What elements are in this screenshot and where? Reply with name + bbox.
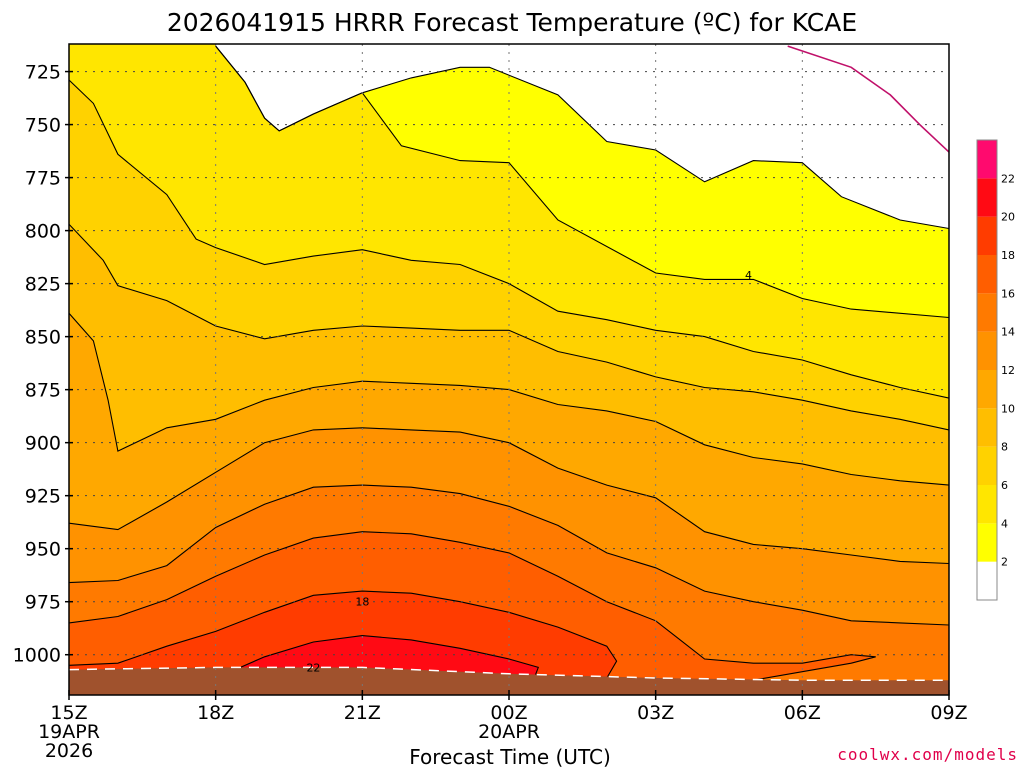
x-tick-label-9-1: 20APR [478,721,540,743]
colorbar-label-18: 18 [1001,249,1015,262]
y-tick-label-800: 800 [25,221,61,243]
colorbar-label-16: 16 [1001,287,1015,300]
colorbar-segment-5 [977,370,997,409]
colorbar-label-20: 20 [1001,211,1015,224]
colorbar-segment-11 [977,140,997,179]
y-axis: 725 750 775 800 825 850 875 900 925 950 975 1000 [13,62,73,667]
colorbar-label-2: 2 [1001,556,1008,569]
x-tick-label-3-0: 18Z [197,702,234,724]
credit-text: coolwx.com/models [837,745,1018,764]
x-tick-label-15-0: 06Z [784,702,821,724]
x-tick-label-6-0: 21Z [344,702,381,724]
colorbar-label-8: 8 [1001,441,1008,454]
x-tick-label-12-0: 03Z [637,702,674,724]
colorbar-segment-2 [977,485,997,524]
isotherm-18 [69,590,618,685]
colorbar-segment-8 [977,255,997,294]
colorbar-segment-6 [977,331,997,370]
y-tick-label-875: 875 [25,380,61,402]
x-tick-label-9-0: 00Z [490,702,527,724]
y-tick-label-825: 825 [25,274,61,296]
y-tick-label-925: 925 [25,486,61,508]
colorbar-segment-9 [977,216,997,255]
colorbar-segment-3 [977,446,997,485]
colorbar-label-14: 14 [1001,326,1015,339]
colorbar-label-6: 6 [1001,479,1008,492]
terrain-fill [69,667,949,695]
grid-lines [68,44,950,695]
colorbar-segment-10 [977,178,997,217]
contour-label-22: 22 [306,661,320,674]
isotherm-14 [69,484,949,626]
y-tick-label-850: 850 [25,327,61,349]
x-tick-label-18-0: 09Z [930,702,967,724]
colorbar-label-4: 4 [1001,517,1008,530]
y-tick-label-900: 900 [25,433,61,455]
y-tick-label-950: 950 [25,539,61,561]
isotherm-8 [69,223,949,431]
chart-title: 2026041915 HRRR Forecast Temperature (ºC… [167,8,857,37]
colorbar-label-10: 10 [1001,402,1015,415]
x-tick-label-0-0: 15Z [50,702,87,724]
y-tick-label-975: 975 [25,592,61,614]
y-tick-label-775: 775 [25,168,61,190]
isotherm-0 [787,45,949,153]
y-tick-label-725: 725 [25,62,61,84]
isotherm-20 [210,635,540,683]
colorbar-segment-4 [977,408,997,447]
isotherm-lines [69,45,949,685]
y-tick-label-1000: 1000 [13,645,61,667]
colorbar-segment-1 [977,523,997,562]
colorbar-frame [976,139,998,601]
x-tick-label-0-1: 19APR [38,721,100,743]
x-axis-label: Forecast Time (UTC) [409,745,611,768]
colorbar-label-22: 22 [1001,172,1015,185]
contour-labels: 4 18 22 [306,269,752,674]
y-tick-label-750: 750 [25,115,61,137]
colorbar-label-12: 12 [1001,364,1015,377]
isotherm-10 [69,312,949,486]
isotherm-6 [69,79,949,399]
x-tick-label-0-2: 2026 [45,740,93,762]
colorbar-legend: 2 4 6 8 10 12 14 16 18 20 22 [976,139,1015,601]
colorbar-segment-7 [977,293,997,332]
ground-terrain [68,666,949,695]
contour-label-18: 18 [355,596,369,609]
isotherm-16 [69,531,876,685]
surface-line [68,666,949,681]
temperature-fill-bands [69,44,949,695]
isotherm-4 [215,45,949,319]
contour-label-4: 4 [745,269,752,282]
colorbar-segment-0 [977,561,997,600]
